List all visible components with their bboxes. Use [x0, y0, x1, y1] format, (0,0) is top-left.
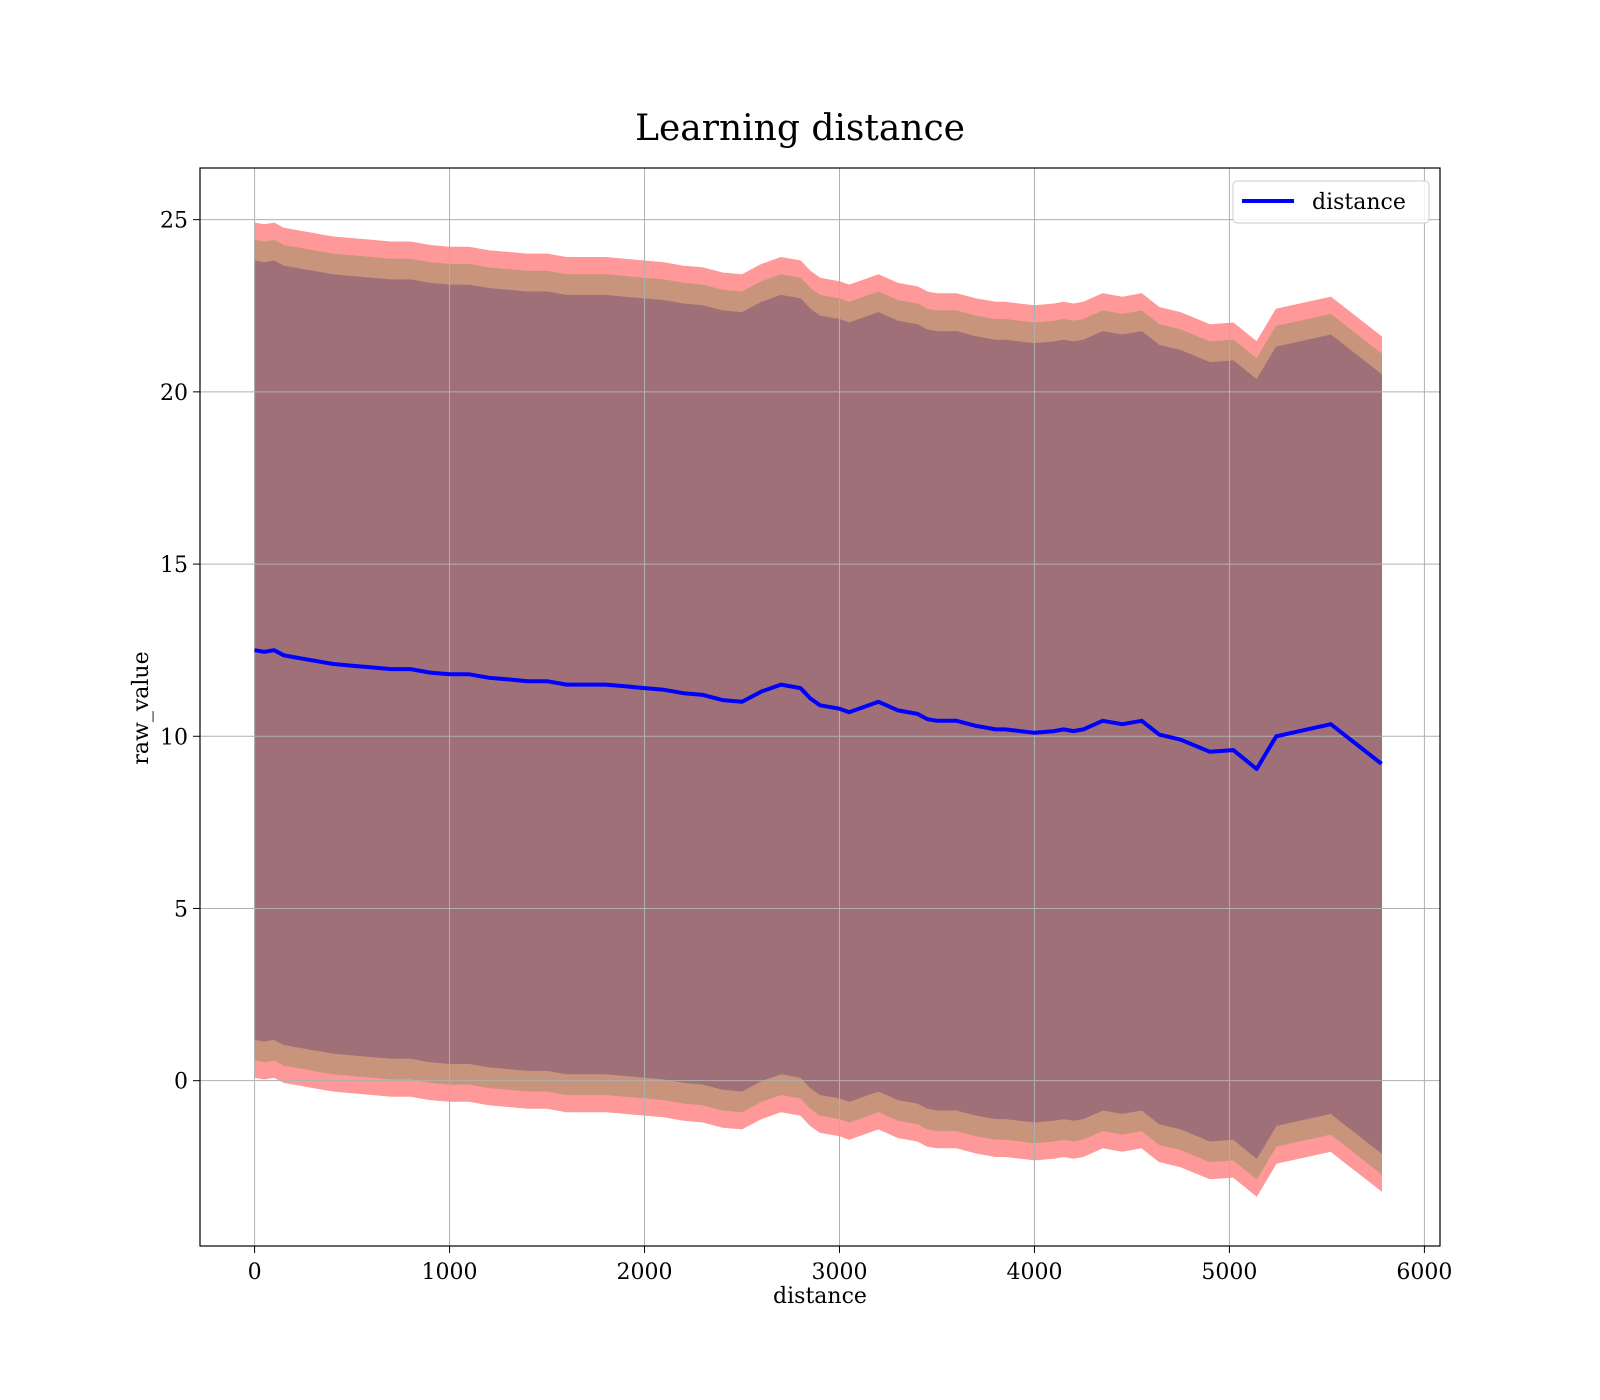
x-tick-label: 6000: [1396, 1260, 1452, 1285]
grid: [200, 168, 1440, 1246]
band-inner: [254, 260, 1382, 1159]
series-line-distance: [254, 648, 1383, 771]
x-tick-label: 1000: [422, 1260, 478, 1285]
x-tick-label: 3000: [811, 1260, 867, 1285]
x-tick-label: 4000: [1006, 1260, 1062, 1285]
confidence-bands: [254, 222, 1382, 1197]
plot-frame: [199, 167, 1441, 1247]
series-layer: [254, 648, 1383, 771]
x-tick-label: 2000: [617, 1260, 673, 1285]
x-tick-label: 5000: [1201, 1260, 1257, 1285]
legend-box: [1232, 180, 1430, 224]
y-tick-label: 0: [174, 1070, 188, 1095]
chart-title: Learning distance: [635, 108, 965, 149]
plot-area: [199, 167, 1441, 1247]
y-tick-label: 15: [160, 553, 188, 578]
x-axis-title: distance: [773, 1284, 867, 1309]
y-tick-label: 5: [174, 897, 188, 922]
legend: distance: [1232, 180, 1430, 224]
y-tick-label: 10: [160, 725, 188, 750]
y-tick-label: 25: [160, 209, 188, 234]
y-axis-title: raw_value: [129, 651, 154, 764]
x-tick-label: 0: [248, 1260, 262, 1285]
legend-label-distance: distance: [1312, 190, 1406, 215]
y-tick-label: 20: [160, 381, 188, 406]
x-axis-ticks: 0 1000 2000 3000 4000 5000 6000: [248, 1246, 1452, 1285]
y-axis-ticks: 0 5 10 15 20 25: [160, 209, 200, 1095]
